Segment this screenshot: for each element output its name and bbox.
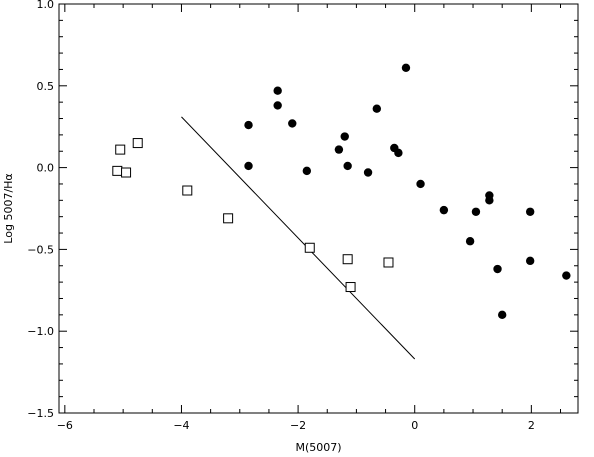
open-square-point (112, 165, 123, 176)
filled-circle-point (439, 205, 449, 215)
y-tick-label: 0.5 (37, 80, 55, 93)
filled-circle-point (244, 161, 253, 171)
filled-circle-point (302, 166, 312, 176)
filled-circle-point (372, 104, 382, 113)
filled-circle-point (525, 207, 535, 216)
filled-circle-point (343, 161, 352, 171)
y-tick-label: −1.0 (27, 325, 54, 338)
x-tick-label: 2 (528, 419, 535, 432)
y-tick-label: −1.5 (27, 407, 54, 420)
filled-circle-point (493, 264, 502, 274)
filled-circle-point (525, 256, 535, 266)
y-axis-label: Log 5007/Hα (2, 173, 15, 243)
data-markers (112, 63, 571, 320)
filled-circle-point (334, 145, 344, 154)
filled-circle-point (401, 63, 411, 73)
filled-circle-point (273, 86, 282, 95)
fit-lines (181, 116, 416, 360)
plot-frame (58, 3, 579, 414)
filled-circle-point (562, 271, 571, 280)
open-square-point (223, 213, 234, 224)
filled-circle-point (340, 132, 349, 141)
open-square-point (304, 242, 315, 253)
filled-circle-point (394, 148, 403, 158)
open-square-point (115, 144, 126, 155)
x-axis-label: M(5007) (295, 441, 341, 454)
open-square-point (132, 138, 143, 149)
filled-circle-point (244, 120, 253, 130)
open-square-point (342, 254, 353, 265)
x-tick-label: −2 (290, 419, 306, 432)
x-tick-label: −4 (173, 419, 189, 432)
x-tick-label: −6 (57, 419, 73, 432)
filled-circle-point (485, 196, 494, 205)
y-tick-label: −0.5 (27, 243, 54, 256)
filled-circle-point (471, 207, 481, 216)
filled-circle-point (465, 237, 475, 246)
open-square-point (121, 167, 132, 178)
filled-circle-point (288, 119, 297, 128)
filled-circle-point (497, 310, 507, 320)
y-tick-label: 0.0 (37, 162, 55, 175)
open-square-point (383, 257, 394, 268)
y-tick-label: 1.0 (37, 0, 55, 11)
filled-circle-point (416, 179, 425, 189)
filled-circle-point (363, 168, 373, 177)
open-square-point (182, 185, 193, 196)
x-tick-label: 0 (411, 419, 418, 432)
filled-circle-point (273, 101, 282, 110)
fit-line (181, 116, 416, 360)
axis-tick-labels: −6 −4 −2 0 2 −1.5 −1.0 −0.5 0.0 0.5 1.0 (27, 0, 535, 432)
open-square-point (345, 282, 356, 293)
